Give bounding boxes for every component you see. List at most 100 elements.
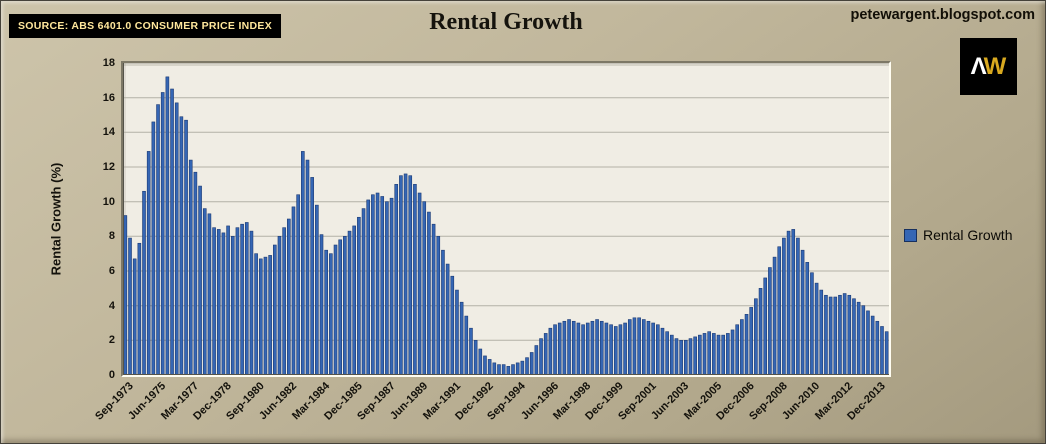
bar: [716, 334, 721, 375]
bar: [726, 333, 730, 375]
bar: [814, 282, 819, 375]
bar: [436, 236, 441, 375]
bar: [557, 322, 562, 375]
bar: [273, 244, 277, 375]
bar: [543, 333, 548, 375]
bar: [301, 151, 305, 375]
bar: [371, 194, 375, 375]
blog-url-link[interactable]: petewargent.blogspot.com: [850, 7, 1036, 23]
bar: [847, 294, 852, 375]
bar: [366, 199, 371, 375]
bar: [422, 201, 427, 375]
bar: [866, 310, 870, 375]
y-tick-label: 8: [108, 230, 115, 243]
bar: [842, 293, 847, 375]
bar: [385, 201, 389, 375]
bar: [627, 319, 632, 375]
bar: [763, 277, 768, 375]
bar: [758, 288, 763, 375]
bar: [357, 216, 361, 375]
plot-area: [121, 61, 891, 377]
bar: [146, 151, 151, 375]
bar: [464, 315, 469, 375]
bar: [291, 206, 296, 375]
bar: [315, 204, 319, 375]
bar: [310, 177, 314, 375]
chart-title: Rental Growth: [429, 9, 583, 35]
bar: [632, 317, 637, 375]
bar: [202, 208, 207, 375]
y-tick-label: 18: [102, 57, 115, 69]
bar: [212, 227, 216, 375]
bar: [576, 322, 581, 375]
bar: [641, 319, 646, 375]
bar: [399, 175, 403, 375]
bar: [670, 334, 674, 375]
y-tick-label: 12: [102, 161, 115, 173]
bar: [553, 324, 557, 375]
bar: [151, 121, 156, 375]
bar: [754, 298, 758, 375]
bar: [403, 173, 408, 375]
bar: [525, 357, 529, 375]
bar: [768, 267, 772, 375]
bar: [810, 272, 814, 375]
bar: [529, 352, 534, 375]
y-tick-label: 10: [102, 195, 115, 208]
bar: [571, 320, 576, 375]
bar: [258, 258, 263, 375]
y-tick-label: 6: [108, 265, 115, 277]
bar: [688, 338, 693, 375]
bar: [590, 320, 595, 375]
bar: [651, 322, 655, 375]
bar: [254, 253, 258, 375]
bar: [562, 320, 567, 375]
bar: [730, 329, 735, 375]
plot-inner-shadow-top: [123, 63, 889, 66]
bar: [361, 208, 366, 375]
bar: [469, 327, 473, 375]
bar: [515, 362, 520, 375]
bar: [473, 340, 478, 375]
bar: [417, 192, 422, 375]
logo-w-glyph: W: [983, 52, 1007, 80]
bar: [585, 322, 590, 375]
bar: [604, 322, 609, 375]
bar: [721, 334, 725, 375]
bar: [646, 320, 651, 375]
legend-swatch: [904, 228, 917, 242]
bar: [824, 294, 828, 375]
bar: [123, 215, 128, 375]
bar: [198, 185, 202, 375]
y-tick-label: 0: [108, 369, 115, 381]
bar: [132, 258, 137, 375]
bar: [534, 345, 539, 375]
bar: [511, 364, 515, 375]
bar: [478, 348, 483, 375]
bar: [375, 192, 380, 375]
bar: [408, 175, 413, 375]
bar: [786, 230, 791, 375]
bar: [347, 230, 352, 375]
y-tick-label: 2: [108, 334, 115, 347]
bar: [156, 104, 160, 375]
bar: [431, 223, 436, 375]
bar: [282, 227, 286, 375]
bar: [343, 236, 347, 375]
bar: [221, 232, 226, 375]
bar: [207, 213, 212, 375]
bar: [707, 331, 711, 375]
bar: [413, 184, 417, 375]
bar-chart-svg: [123, 63, 889, 375]
bar: [744, 314, 749, 375]
bar: [305, 159, 310, 375]
bar: [170, 88, 174, 375]
bar: [263, 256, 268, 375]
bar: [665, 331, 669, 375]
bar: [445, 263, 450, 375]
bar: [230, 236, 235, 375]
bar: [702, 333, 707, 375]
bar: [128, 237, 132, 375]
bar: [441, 249, 445, 375]
